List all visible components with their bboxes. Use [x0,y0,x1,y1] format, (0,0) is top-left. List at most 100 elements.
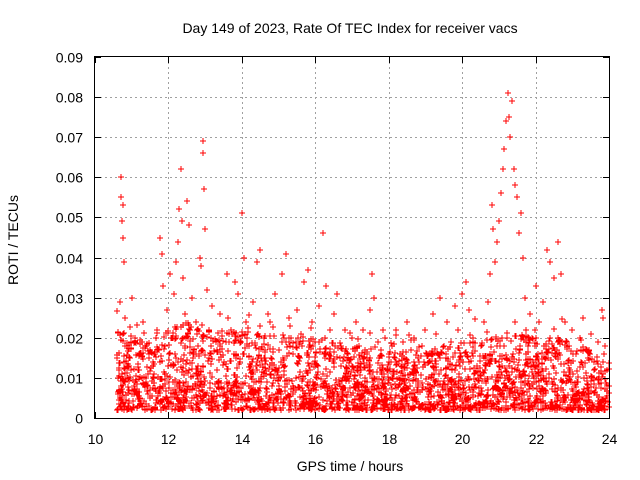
band-point [512,407,518,413]
band-point [300,373,306,379]
band-point [433,367,439,373]
band-point [322,406,328,412]
data-point [129,295,135,301]
band-point [232,379,238,385]
band-point [435,351,441,357]
band-point [450,391,456,397]
band-point [159,342,165,348]
band-point [141,374,147,380]
band-point [452,350,458,356]
band-point [429,350,435,356]
band-point [598,405,604,411]
band-point [290,344,296,350]
band-point [556,350,562,356]
band-point [263,385,269,391]
band-point [362,347,368,353]
band-point [254,332,260,338]
band-point [442,382,448,388]
band-point [531,379,537,385]
band-point [592,389,598,395]
band-point [321,380,327,386]
band-point [258,376,264,382]
band-point [190,355,196,361]
band-point [441,405,447,411]
band-point [215,330,221,336]
band-point [560,395,566,401]
band-point [407,371,413,377]
band-point [180,322,186,328]
band-point [405,360,411,366]
band-point [539,350,545,356]
band-point [339,397,345,403]
data-point [143,379,149,385]
band-point [320,397,326,403]
band-point [183,368,189,374]
band-point [412,394,418,400]
band-point [282,384,288,390]
band-point [224,366,230,372]
band-point [568,397,574,403]
data-point [595,339,601,345]
band-point [170,391,176,397]
band-point [195,398,201,404]
band-point [358,382,364,388]
band-point [551,376,557,382]
band-point [345,389,351,395]
data-point [600,315,606,321]
band-point [321,351,327,357]
band-point [265,406,271,412]
data-point [533,283,539,289]
band-point [238,385,244,391]
data-point [569,327,575,333]
band-point [150,363,156,369]
band-point [126,387,132,393]
band-point [392,355,398,361]
band-point [220,362,226,368]
band-point [153,400,159,406]
band-point [189,405,195,411]
data-point [276,347,282,353]
band-point [275,390,281,396]
band-point [495,338,501,344]
band-point [262,407,268,413]
band-point [461,398,467,404]
data-point [175,239,181,245]
data-point [119,218,125,224]
band-point [147,387,153,393]
band-point [126,400,132,406]
band-point [555,385,561,391]
band-point [270,324,276,330]
band-point [327,394,333,400]
band-point [119,395,125,401]
band-point [122,370,128,376]
data-point [235,291,241,297]
band-point [516,350,522,356]
band-point [435,402,441,408]
band-point [505,406,511,412]
band-point [529,369,535,375]
band-point [125,384,131,390]
band-point [512,366,518,372]
band-point [423,386,429,392]
band-point [201,374,207,380]
band-point [333,386,339,392]
band-point [134,322,140,328]
band-point [583,370,589,376]
band-point [188,324,194,330]
band-point [389,386,395,392]
band-point [196,351,202,357]
band-point [352,373,358,379]
band-point [375,360,381,366]
band-point [227,358,233,364]
data-point [159,251,165,257]
y-tick-label: 0.09 [56,50,83,66]
band-point [462,394,468,400]
band-point [435,389,441,395]
band-point [485,393,491,399]
band-point [472,316,478,322]
band-point [557,402,563,408]
band-point [434,399,440,405]
band-point [549,341,555,347]
band-point [341,354,347,360]
band-point [138,400,144,406]
